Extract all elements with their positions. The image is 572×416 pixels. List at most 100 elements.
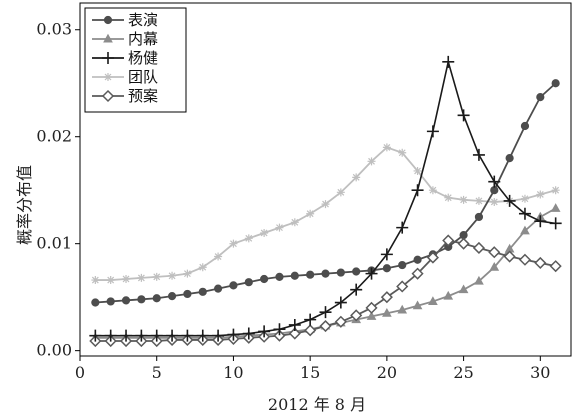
data-point [137, 295, 146, 304]
data-point [382, 264, 391, 273]
data-point [428, 296, 438, 305]
legend-item: 预案 [92, 87, 158, 105]
data-point [457, 237, 470, 250]
data-point [413, 255, 422, 264]
data-point [398, 148, 407, 157]
data-point [490, 197, 499, 206]
data-point [167, 291, 177, 301]
y-tick-label: 0.03 [36, 20, 72, 39]
data-point [428, 186, 437, 195]
data-point [198, 287, 207, 296]
y-tick-label: 0.01 [36, 234, 72, 253]
data-point [474, 212, 484, 222]
data-point [444, 193, 453, 202]
data-point [549, 260, 562, 273]
data-point [121, 296, 131, 305]
data-point [321, 200, 330, 209]
data-point [551, 79, 560, 88]
data-point [260, 274, 269, 284]
data-point [229, 239, 238, 248]
data-point [367, 157, 376, 166]
data-point [442, 234, 455, 247]
data-point [505, 154, 514, 163]
data-point [306, 209, 315, 218]
x-tick-label: 15 [300, 363, 320, 382]
legend-marker [103, 15, 113, 25]
data-point [380, 291, 393, 304]
x-tick-label: 30 [530, 363, 550, 382]
data-point [106, 297, 115, 306]
data-point [319, 319, 332, 333]
data-point [321, 269, 330, 278]
data-point [122, 274, 131, 283]
data-point [443, 290, 454, 300]
legend-item: 表演 [92, 11, 158, 29]
data-point [104, 329, 117, 342]
data-point [426, 251, 439, 264]
data-point [166, 329, 179, 342]
plot-area [89, 55, 562, 348]
series-star [91, 143, 560, 285]
x-tick-label: 0 [75, 363, 85, 382]
data-point [350, 283, 363, 296]
legend-box [84, 7, 187, 113]
data-point [534, 215, 547, 228]
x-tick-label: 25 [453, 363, 473, 382]
data-point [518, 207, 531, 220]
data-point [396, 280, 409, 293]
data-point [551, 186, 560, 195]
data-point [334, 296, 347, 309]
data-point [350, 309, 363, 322]
data-point [520, 194, 529, 203]
data-point [520, 225, 530, 235]
data-point [536, 190, 545, 199]
legend-label: 团队 [128, 68, 158, 86]
data-point [242, 327, 255, 340]
data-point [273, 329, 286, 342]
data-point [503, 250, 516, 263]
y-tick-label: 0.02 [36, 127, 72, 146]
data-point [382, 143, 391, 152]
x-tick-label: 10 [223, 363, 243, 382]
series-plus [89, 55, 562, 342]
data-point [458, 284, 469, 294]
data-point [229, 281, 238, 290]
legend-item: 杨健 [92, 49, 158, 67]
data-point [334, 315, 347, 328]
data-point [472, 241, 485, 255]
data-point [382, 307, 392, 317]
y-tick-label: 0.00 [36, 341, 72, 360]
data-point [411, 267, 424, 280]
legend-marker [104, 73, 112, 81]
data-point [275, 223, 284, 232]
data-point [550, 203, 561, 212]
data-point [196, 329, 209, 342]
data-point [306, 270, 315, 279]
series-diamond [89, 234, 562, 348]
data-point [183, 269, 192, 278]
data-point [304, 313, 317, 326]
data-point [168, 271, 177, 280]
data-point [413, 166, 422, 175]
data-point [352, 267, 361, 276]
data-point [91, 298, 100, 307]
data-point [258, 325, 271, 338]
data-point [213, 284, 223, 293]
data-point [380, 248, 393, 261]
data-point [396, 221, 409, 234]
data-point [288, 318, 301, 331]
legend-label: 表演 [128, 11, 158, 29]
data-point [336, 188, 345, 197]
data-point [244, 234, 253, 243]
data-point [412, 300, 423, 310]
legend-label: 内幕 [128, 30, 158, 48]
data-point [518, 253, 532, 266]
data-point [150, 329, 163, 342]
data-point [260, 228, 269, 237]
data-point [365, 301, 378, 314]
data-point [106, 276, 115, 285]
data-point [490, 186, 499, 195]
data-point [212, 329, 225, 342]
data-point [275, 272, 284, 281]
